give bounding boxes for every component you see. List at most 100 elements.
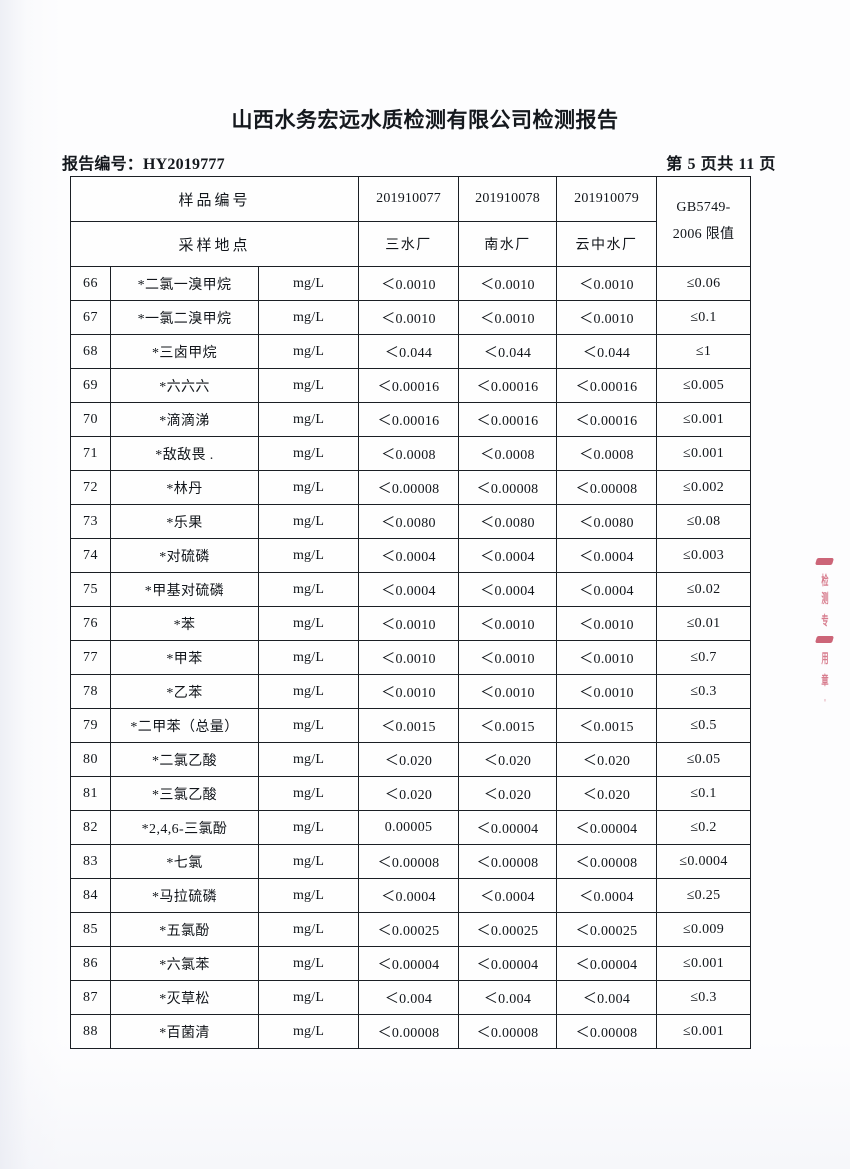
row-value-site-1: ＜0.0004 (358, 538, 460, 573)
row-value-site-2: ＜0.0010 (458, 640, 558, 675)
row-value-site-1: ＜0.0080 (358, 504, 460, 539)
limit-standard-code: GB5749- (676, 199, 731, 215)
table-body: 样品编号 201910077 201910078 201910079 GB574… (69, 176, 752, 1049)
row-number: 73 (70, 504, 111, 539)
row-item-name: *甲基对硫磷 (110, 572, 259, 607)
row-value-site-3: ＜0.00008 (556, 470, 658, 505)
row-number: 77 (70, 640, 111, 675)
table-row: 68 *三卤甲烷 mg/L ＜0.044 ＜0.044 ＜0.044 ≤1 (70, 334, 752, 369)
row-value-site-2: ＜0.00016 (458, 402, 558, 437)
row-unit: mg/L (257, 844, 360, 879)
table-row: 88 *百菌清 mg/L ＜0.00008 ＜0.00008 ＜0.00008 ≤0.001 (70, 1014, 752, 1049)
row-item-name: *2,4,6-三氯酚 (110, 810, 259, 845)
row-standard-limit: ≤0.5 (656, 708, 752, 743)
limit-standard-year: 2006 限值 (672, 226, 735, 242)
table-row: 77 *甲苯 mg/L ＜0.0010 ＜0.0010 ＜0.0010 ≤0.7 (70, 640, 752, 675)
row-item-name: *滴滴涕 (110, 402, 259, 437)
row-value-site-2: ＜0.00025 (458, 912, 558, 947)
row-number: 74 (70, 538, 111, 573)
row-number: 80 (70, 742, 111, 777)
row-standard-limit: ≤0.001 (656, 436, 752, 471)
row-standard-limit: ≤0.001 (656, 946, 752, 981)
row-standard-limit: ≤0.009 (656, 912, 752, 947)
row-unit: mg/L (257, 946, 360, 981)
table-row: 70 *滴滴涕 mg/L ＜0.00016 ＜0.00016 ＜0.00016 ≤0.001 (70, 402, 752, 437)
table-row: 69 *六六六 mg/L ＜0.00016 ＜0.00016 ＜0.00016 ≤0.005 (70, 368, 752, 403)
row-standard-limit: ≤0.01 (656, 606, 752, 641)
row-standard-limit: ≤0.1 (656, 300, 752, 335)
row-value-site-3: ＜0.0008 (556, 436, 658, 471)
row-value-site-2: ＜0.00004 (458, 810, 558, 845)
page-indicator: 第 5 页共 11 页 (666, 156, 776, 173)
row-unit: mg/L (257, 606, 360, 641)
row-value-site-3: ＜0.004 (556, 980, 658, 1015)
row-unit: mg/L (257, 334, 360, 369)
document-meta-row: 报告编号：HY2019777 第 5 页共 11 页 (62, 150, 776, 174)
row-standard-limit: ≤0.002 (656, 470, 752, 505)
row-unit: mg/L (257, 640, 360, 675)
row-value-site-3: ＜0.0004 (556, 572, 658, 607)
row-value-site-3: ＜0.00004 (556, 946, 658, 981)
row-unit: mg/L (257, 504, 360, 539)
row-standard-limit: ≤0.3 (656, 674, 752, 709)
row-unit: mg/L (257, 266, 360, 301)
row-item-name: *五氯酚 (110, 912, 259, 947)
table-row: 83 *七氯 mg/L ＜0.00008 ＜0.00008 ＜0.00008 ≤0.0004 (70, 844, 752, 879)
row-number: 68 (70, 334, 111, 369)
row-unit: mg/L (257, 1014, 360, 1049)
row-number: 87 (70, 980, 111, 1015)
row-value-site-1: ＜0.00008 (358, 844, 460, 879)
row-value-site-3: ＜0.0010 (556, 300, 658, 335)
row-item-name: *甲苯 (110, 640, 259, 675)
row-standard-limit: ≤0.02 (656, 572, 752, 607)
row-number: 69 (70, 368, 111, 403)
row-value-site-3: ＜0.00008 (556, 844, 658, 879)
row-unit: mg/L (257, 470, 360, 505)
header-site-1: 三水厂 (358, 221, 460, 267)
row-standard-limit: ≤0.003 (656, 538, 752, 573)
header-sampling-site-label: 采样地点 (69, 221, 360, 267)
row-value-site-3: ＜0.0010 (556, 640, 658, 675)
row-value-site-3: ＜0.0015 (556, 708, 658, 743)
row-standard-limit: ≤0.001 (656, 402, 752, 437)
row-value-site-3: ＜0.0010 (556, 606, 658, 641)
row-item-name: *七氯 (110, 844, 259, 879)
row-unit: mg/L (257, 708, 360, 743)
header-sample-no-3: 201910079 (556, 176, 658, 222)
row-value-site-2: ＜0.00016 (458, 368, 558, 403)
row-value-site-1: ＜0.0008 (358, 436, 460, 471)
row-item-name: *敌敌畏 . (110, 436, 259, 471)
results-table-wrapper: 样品编号 201910077 201910078 201910079 GB574… (69, 176, 752, 1049)
row-number: 78 (70, 674, 111, 709)
row-item-name: *六氯苯 (110, 946, 259, 981)
row-item-name: *二氯一溴甲烷 (110, 266, 259, 301)
row-value-site-2: ＜0.0010 (458, 606, 558, 641)
row-unit: mg/L (257, 402, 360, 437)
row-value-site-2: ＜0.020 (458, 742, 558, 777)
row-unit: mg/L (257, 300, 360, 335)
header-sample-no-1: 201910077 (358, 176, 460, 222)
row-value-site-2: ＜0.0015 (458, 708, 558, 743)
table-row: 76 *苯 mg/L ＜0.0010 ＜0.0010 ＜0.0010 ≤0.01 (70, 606, 752, 641)
row-unit: mg/L (257, 674, 360, 709)
row-number: 70 (70, 402, 111, 437)
table-row: 66 *二氯一溴甲烷 mg/L ＜0.0010 ＜0.0010 ＜0.0010 ≤0.06 (70, 266, 752, 301)
row-number: 71 (70, 436, 111, 471)
row-value-site-1: ＜0.00004 (358, 946, 460, 981)
row-value-site-2: ＜0.0004 (458, 572, 558, 607)
row-number: 83 (70, 844, 111, 879)
row-value-site-1: ＜0.00008 (358, 470, 460, 505)
row-value-site-1: ＜0.00008 (358, 1014, 460, 1049)
row-value-site-2: ＜0.0004 (458, 538, 558, 573)
row-item-name: *二甲苯（总量） (110, 708, 259, 743)
row-value-site-2: ＜0.0010 (458, 674, 558, 709)
row-value-site-3: ＜0.0010 (556, 266, 658, 301)
row-value-site-3: ＜0.00004 (556, 810, 658, 845)
row-value-site-1: ＜0.00016 (358, 402, 460, 437)
row-value-site-1: ＜0.00025 (358, 912, 460, 947)
row-unit: mg/L (257, 878, 360, 913)
row-unit: mg/L (257, 368, 360, 403)
table-row: 74 *对硫磷 mg/L ＜0.0004 ＜0.0004 ＜0.0004 ≤0.003 (70, 538, 752, 573)
row-value-site-2: ＜0.020 (458, 776, 558, 811)
row-value-site-3: ＜0.020 (556, 742, 658, 777)
